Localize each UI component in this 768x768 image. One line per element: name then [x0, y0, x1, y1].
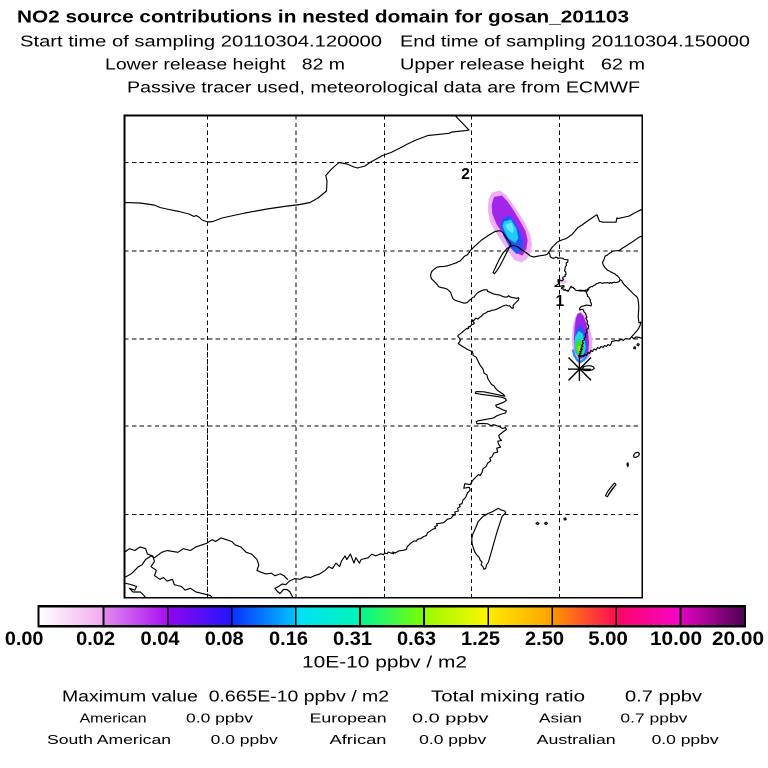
svg-text:0.31: 0.31 [333, 629, 372, 650]
svg-text:Start time of sampling 2011030: Start time of sampling 20110304.120000 [20, 34, 382, 51]
svg-text:0.7 ppbv: 0.7 ppbv [620, 711, 688, 726]
svg-text:African: African [330, 732, 387, 747]
svg-text:Lower release height 82 m: Lower release height 82 m [105, 57, 345, 74]
svg-text:NO2 source contributions in ne: NO2 source contributions in nested domai… [17, 6, 629, 26]
svg-text:American: American [80, 711, 147, 726]
svg-text:0.04: 0.04 [141, 629, 180, 650]
svg-text:0.0 ppbv: 0.0 ppbv [419, 732, 487, 747]
svg-text:0.0 ppbv: 0.0 ppbv [186, 711, 254, 726]
svg-text:Maximum value 0.665E-10 ppbv: Maximum value 0.665E-10 ppbv / m2 [62, 689, 389, 706]
svg-text:Australian: Australian [537, 732, 616, 747]
svg-text:Asian: Asian [539, 711, 582, 726]
svg-text:0.08: 0.08 [205, 629, 244, 650]
svg-text:0.16: 0.16 [269, 629, 308, 650]
svg-text:South American: South American [47, 732, 171, 747]
svg-text:2.50: 2.50 [525, 629, 564, 650]
svg-text:End time of sampling 20110304.: End time of sampling 20110304.150000 [400, 34, 750, 51]
svg-text:Upper release height 62 m: Upper release height 62 m [400, 57, 645, 74]
svg-text:2: 2 [461, 166, 470, 183]
svg-text:0.02: 0.02 [76, 629, 115, 650]
svg-text:Passive tracer used, meteorolo: Passive tracer used, meteorological data… [127, 80, 640, 97]
svg-text:Total mixing ratio: Total mixing ratio [431, 689, 585, 706]
svg-text:0.63: 0.63 [397, 629, 436, 650]
svg-text:European: European [310, 711, 387, 726]
svg-text:0.0 ppbv: 0.0 ppbv [652, 732, 720, 747]
svg-text:0.00: 0.00 [5, 629, 44, 650]
svg-text:0.0 ppbv: 0.0 ppbv [412, 711, 489, 726]
svg-text:10.00: 10.00 [650, 629, 702, 650]
svg-text:20.00: 20.00 [712, 629, 764, 650]
svg-text:5.00: 5.00 [588, 629, 628, 650]
svg-text:1: 1 [555, 293, 564, 310]
svg-text:0.7 ppbv: 0.7 ppbv [625, 689, 702, 706]
svg-text:1.25: 1.25 [461, 629, 500, 650]
svg-text:10E-10 ppbv / m2: 10E-10 ppbv / m2 [302, 654, 467, 672]
svg-text:0.0 ppbv: 0.0 ppbv [211, 732, 279, 747]
